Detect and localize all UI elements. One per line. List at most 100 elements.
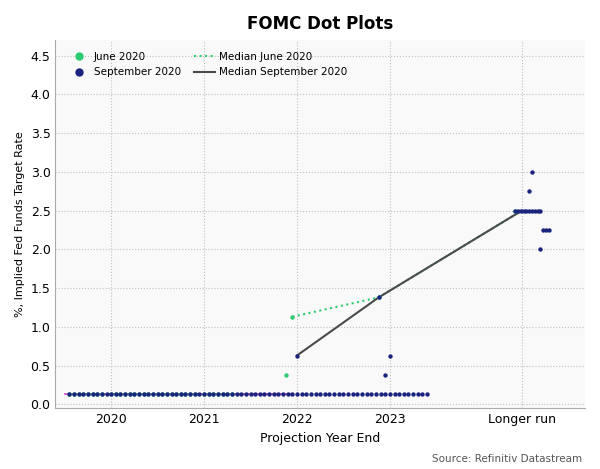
Point — [246, 391, 256, 398]
Point — [404, 391, 413, 398]
Point — [241, 391, 251, 398]
Point — [519, 207, 529, 214]
Point — [199, 391, 209, 398]
Point — [343, 391, 353, 398]
Point — [536, 246, 545, 253]
Point — [148, 391, 158, 398]
Point — [74, 391, 83, 398]
Point — [92, 391, 102, 398]
Point — [353, 391, 362, 398]
Point — [143, 391, 153, 398]
Point — [102, 391, 112, 398]
Point — [514, 207, 523, 214]
Point — [255, 391, 265, 398]
Point — [287, 391, 297, 398]
Point — [371, 391, 381, 398]
Point — [306, 391, 316, 398]
Point — [511, 207, 520, 214]
Point — [338, 391, 348, 398]
Point — [130, 391, 139, 398]
Point — [527, 207, 537, 214]
Point — [362, 391, 371, 398]
Point — [167, 391, 176, 398]
Point — [213, 391, 223, 398]
Point — [297, 391, 307, 398]
Point — [376, 391, 385, 398]
Point — [536, 207, 545, 214]
Point — [194, 391, 204, 398]
Point — [153, 391, 163, 398]
Point — [544, 226, 554, 234]
Point — [153, 391, 163, 398]
Point — [422, 391, 432, 398]
Point — [79, 391, 88, 398]
Point — [260, 391, 269, 398]
Point — [223, 391, 232, 398]
Point — [204, 391, 214, 398]
Point — [292, 391, 302, 398]
Point — [281, 371, 290, 378]
Point — [97, 391, 107, 398]
Point — [292, 352, 302, 359]
Point — [538, 226, 548, 234]
Point — [278, 391, 288, 398]
Point — [541, 226, 551, 234]
Point — [374, 294, 383, 301]
Point — [65, 391, 74, 398]
Point — [367, 391, 376, 398]
Point — [287, 313, 297, 320]
Point — [172, 391, 181, 398]
Point — [218, 391, 227, 398]
Point — [265, 391, 274, 398]
Point — [176, 391, 185, 398]
Point — [69, 391, 79, 398]
Point — [334, 391, 344, 398]
Point — [530, 207, 539, 214]
Point — [218, 391, 227, 398]
Point — [250, 391, 260, 398]
Title: FOMC Dot Plots: FOMC Dot Plots — [247, 15, 394, 33]
Point — [380, 391, 390, 398]
Point — [83, 391, 93, 398]
Point — [157, 391, 167, 398]
Point — [65, 391, 74, 398]
Point — [385, 391, 395, 398]
Point — [301, 391, 311, 398]
Point — [385, 352, 395, 359]
Point — [199, 391, 209, 398]
Point — [116, 391, 125, 398]
Point — [209, 391, 218, 398]
Point — [325, 391, 334, 398]
Point — [311, 391, 320, 398]
Point — [316, 391, 325, 398]
Y-axis label: %, Implied Fed Funds Target Rate: %, Implied Fed Funds Target Rate — [15, 131, 25, 317]
Point — [125, 391, 134, 398]
Point — [148, 391, 158, 398]
Point — [74, 391, 83, 398]
Point — [236, 391, 246, 398]
Point — [413, 391, 422, 398]
Point — [111, 391, 121, 398]
Point — [516, 207, 526, 214]
Point — [157, 391, 167, 398]
Point — [269, 391, 278, 398]
Point — [213, 391, 223, 398]
Point — [232, 391, 241, 398]
Text: Source: Refinitiv Datastream: Source: Refinitiv Datastream — [432, 454, 582, 464]
Point — [511, 207, 520, 214]
Point — [380, 371, 390, 378]
Point — [97, 391, 107, 398]
Point — [227, 391, 237, 398]
Point — [524, 207, 534, 214]
Point — [390, 391, 400, 398]
Point — [88, 391, 97, 398]
Point — [120, 391, 130, 398]
Point — [139, 391, 148, 398]
Point — [521, 207, 531, 214]
Point — [130, 391, 139, 398]
Point — [92, 391, 102, 398]
Point — [209, 391, 218, 398]
Point — [143, 391, 153, 398]
Point — [125, 391, 134, 398]
Point — [533, 207, 542, 214]
